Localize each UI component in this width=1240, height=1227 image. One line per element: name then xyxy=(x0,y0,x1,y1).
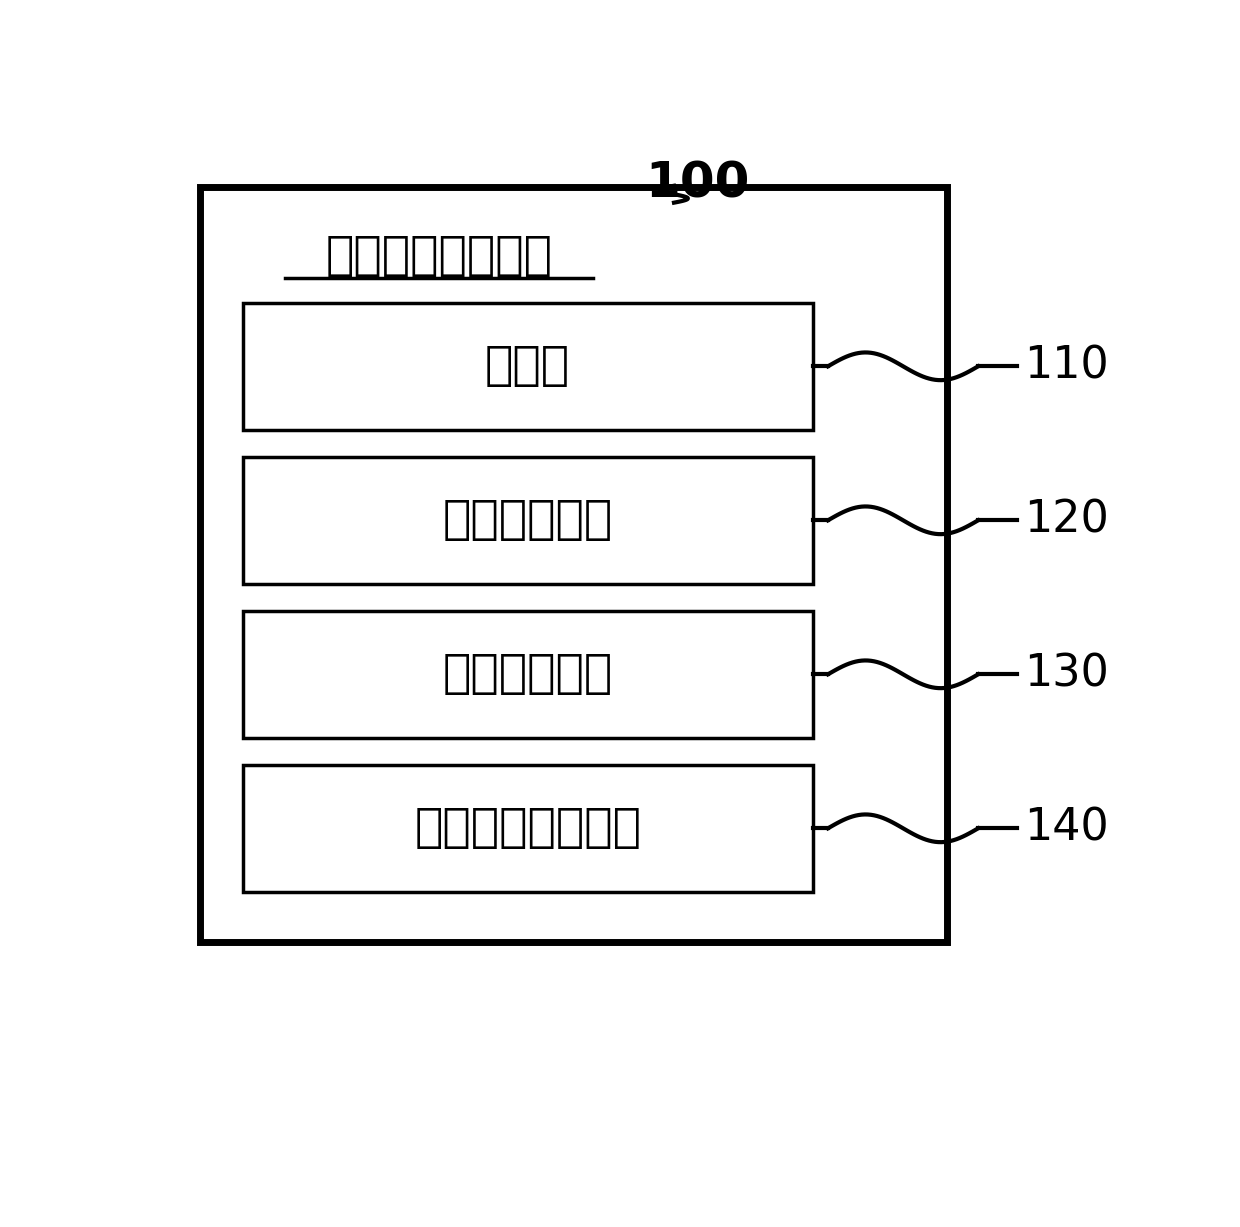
Text: 共组相似度计算部: 共组相似度计算部 xyxy=(414,806,641,850)
Bar xyxy=(243,303,812,429)
Bar xyxy=(243,611,812,737)
Text: 140: 140 xyxy=(1024,807,1109,850)
Text: 120: 120 xyxy=(1024,499,1110,542)
Bar xyxy=(201,188,947,942)
Text: 收集部: 收集部 xyxy=(485,344,570,389)
Text: 110: 110 xyxy=(1024,345,1109,388)
Text: 130: 130 xyxy=(1024,653,1110,696)
Bar xyxy=(243,456,812,584)
Bar xyxy=(243,764,812,892)
Text: 相似度计算部: 相似度计算部 xyxy=(443,652,613,697)
Text: 关键词提取部: 关键词提取部 xyxy=(443,498,613,542)
Text: 专利纠纷预测装置: 专利纠纷预测装置 xyxy=(326,234,553,279)
Text: 100: 100 xyxy=(645,160,749,207)
